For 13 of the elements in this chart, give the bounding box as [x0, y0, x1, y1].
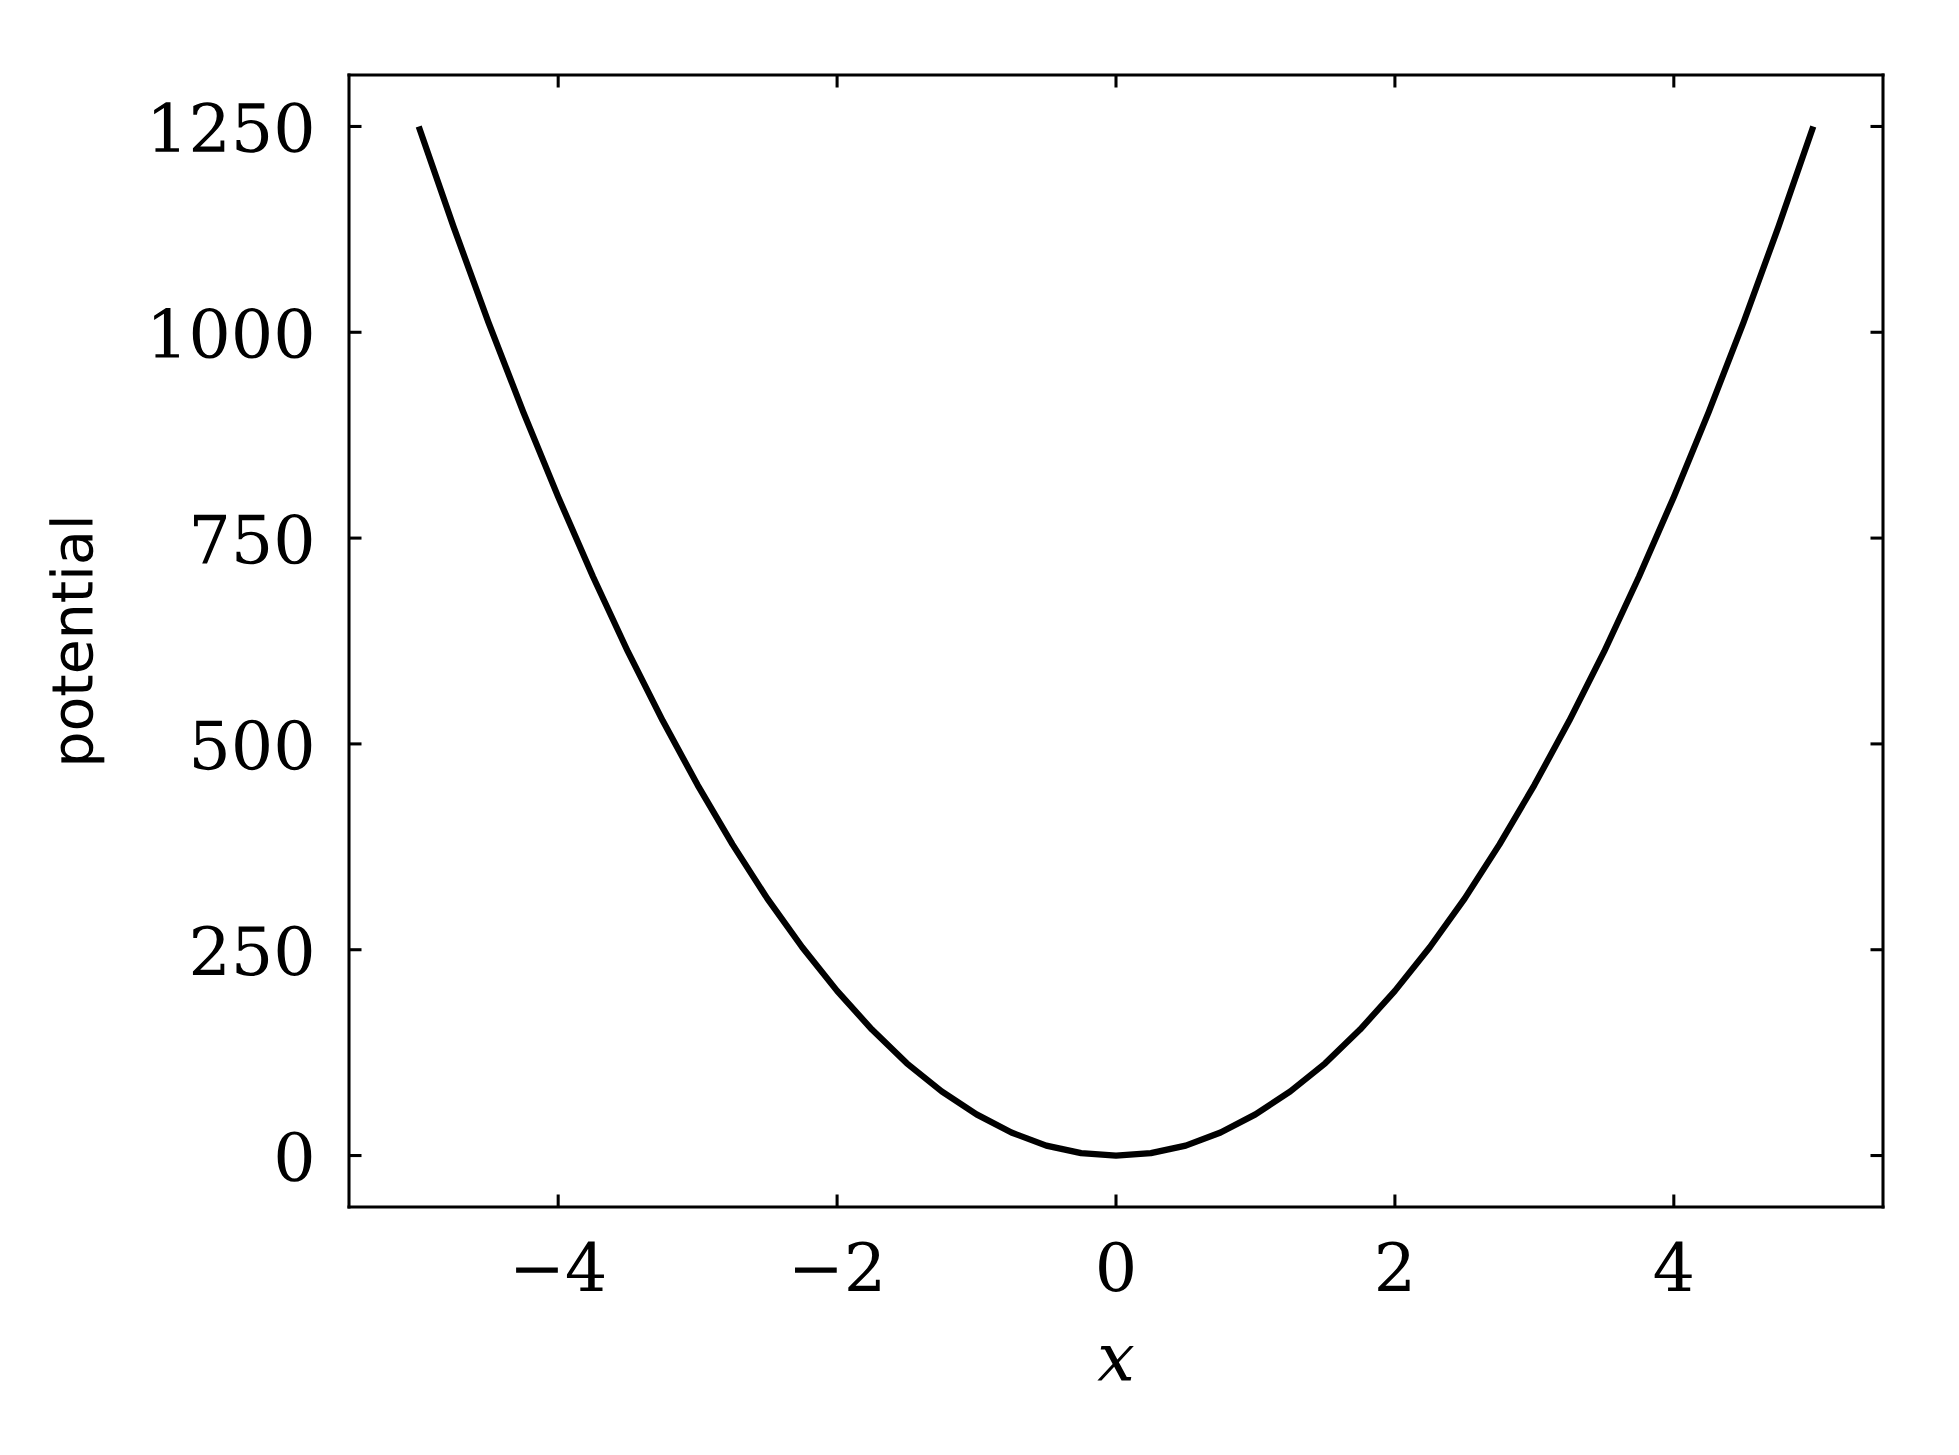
y-axis-title: potential — [49, 519, 105, 763]
y-tick-label: 0 — [277, 1131, 312, 1182]
y-tick-label: 1250 — [154, 102, 312, 153]
y-tick-label: 250 — [192, 925, 312, 976]
y-tick-label: 1000 — [154, 308, 312, 359]
x-axis-title: x — [1097, 1345, 1134, 1381]
x-tick-label: −4 — [516, 1241, 604, 1291]
x-tick-label: 2 — [1378, 1241, 1410, 1291]
x-tick-label: 0 — [1099, 1241, 1133, 1292]
x-tick-label: −2 — [795, 1241, 880, 1291]
y-tick-label: 750 — [194, 513, 312, 565]
x-tick-label: 4 — [1654, 1241, 1692, 1291]
y-tick-label: 500 — [194, 719, 312, 771]
